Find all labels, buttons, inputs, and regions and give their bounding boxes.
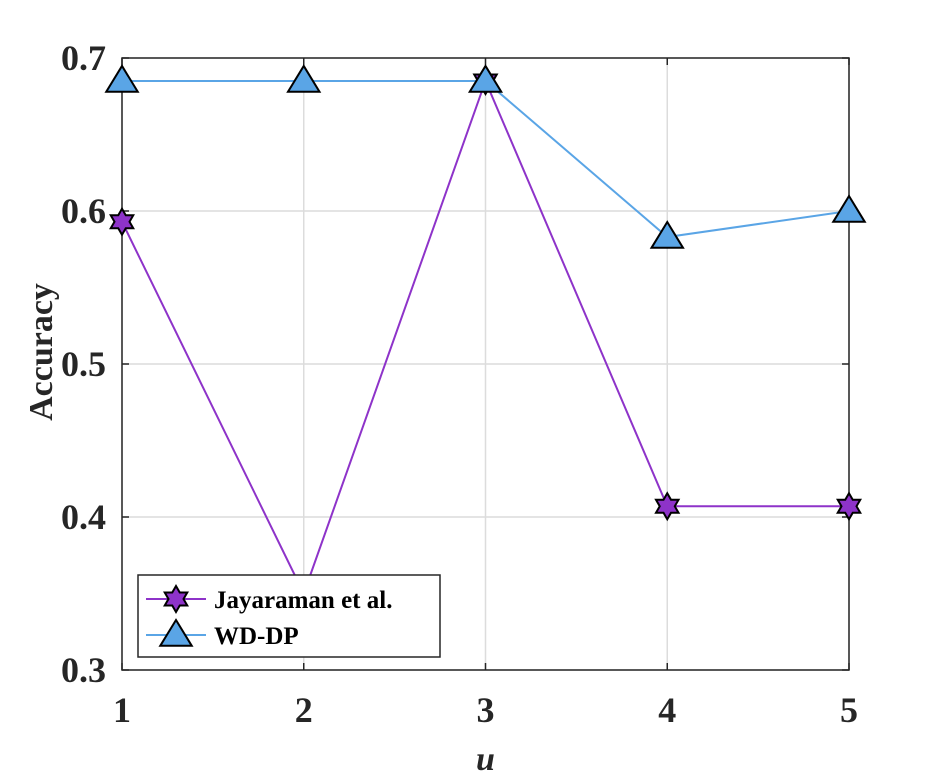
x-tick-label-1: 2 xyxy=(295,690,313,730)
x-tick-label-2: 3 xyxy=(477,690,495,730)
series-1-point-1 xyxy=(286,64,322,93)
y-tick-label-3: 0.6 xyxy=(61,191,106,231)
y-tick-label-4: 0.7 xyxy=(61,38,106,78)
series-1-point-3 xyxy=(649,220,685,249)
series-1-point-2 xyxy=(467,64,504,93)
legend-label-0: Jayaraman et al. xyxy=(214,587,392,614)
legend-marker-1 xyxy=(158,618,194,647)
y-tick-label-2: 0.5 xyxy=(61,344,106,384)
series-1 xyxy=(104,64,867,249)
legend-label-1: WD-DP xyxy=(214,623,299,650)
x-axis-tick-labels: 1 2 3 4 5 xyxy=(113,690,858,730)
x-tick-label-3: 4 xyxy=(658,690,676,730)
y-axis-title: Accuracy xyxy=(23,283,60,421)
legend-marker-0 xyxy=(163,583,189,615)
series-1-point-0 xyxy=(104,64,140,93)
series-1-point-4 xyxy=(831,194,867,223)
y-tick-label-1: 0.4 xyxy=(61,497,106,537)
series-0-point-4 xyxy=(836,491,862,522)
x-axis-title: u xyxy=(476,741,495,778)
series-0-point-0 xyxy=(109,206,135,237)
x-tick-label-4: 5 xyxy=(840,690,858,730)
y-tick-label-0: 0.3 xyxy=(61,650,106,690)
y-axis-tick-labels: 0.3 0.4 0.5 0.6 0.7 xyxy=(61,38,106,690)
legend: Jayaraman et al. WD-DP xyxy=(137,574,441,658)
x-tick-label-0: 1 xyxy=(113,690,131,730)
series-layer xyxy=(104,64,867,609)
series-0-point-3 xyxy=(654,491,681,522)
